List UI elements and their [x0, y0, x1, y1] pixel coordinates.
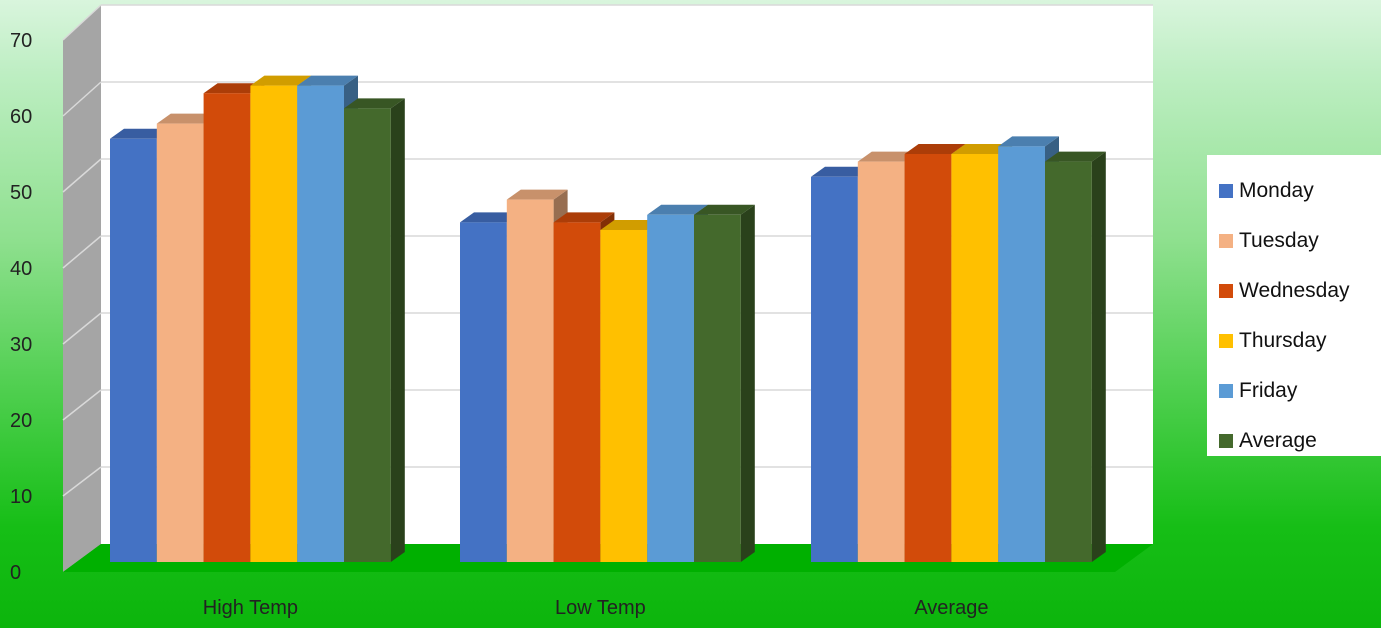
bar-top	[694, 204, 755, 215]
bar-front	[1045, 161, 1092, 562]
bar-front	[694, 214, 741, 563]
bar-front	[344, 108, 391, 563]
legend-swatch	[1219, 284, 1233, 298]
legend-label: Thursday	[1239, 329, 1327, 352]
legend-label: Tuesday	[1239, 229, 1319, 252]
bar-front	[110, 138, 157, 563]
bar-front	[904, 154, 952, 562]
bar-top	[506, 189, 568, 200]
bar-top	[998, 136, 1059, 147]
gridline-side	[62, 466, 102, 497]
bar-front	[951, 154, 999, 562]
bar-top	[344, 98, 405, 109]
bar	[344, 98, 405, 563]
legend-item: Wednesday	[1219, 266, 1381, 316]
bar-front	[250, 85, 298, 562]
gridline-side	[62, 4, 102, 41]
side-wall	[63, 5, 101, 572]
y-tick-label: 30	[10, 334, 32, 356]
bar-top	[1045, 151, 1106, 162]
y-tick-label: 0	[10, 562, 21, 584]
y-tick-label: 50	[10, 182, 32, 204]
bar-top	[110, 128, 171, 139]
gridline-side	[62, 312, 102, 345]
legend-label: Monday	[1239, 179, 1314, 202]
legend-label: Friday	[1239, 379, 1298, 402]
y-axis: 0 10 20 30 40 50 60 70	[10, 30, 32, 584]
legend: Monday Tuesday Wednesday Thursday Friday Aver…	[1207, 155, 1381, 456]
legend-swatch	[1219, 234, 1233, 248]
bar-top	[553, 212, 615, 223]
x-tick-label: Average	[914, 597, 988, 619]
bars	[110, 75, 1106, 563]
bar-front	[553, 222, 601, 562]
bar-top	[857, 151, 919, 162]
bar-top	[647, 204, 708, 215]
bar-top	[811, 166, 872, 177]
bar-front	[203, 93, 251, 562]
bar-top	[250, 75, 312, 86]
legend-swatch	[1219, 384, 1233, 398]
legend-item: Tuesday	[1219, 216, 1381, 266]
x-tick-label: High Temp	[203, 597, 298, 619]
gridline-side	[62, 81, 102, 117]
gridline-side	[62, 158, 102, 193]
gridline-side	[62, 235, 102, 269]
legend-item: Thursday	[1219, 316, 1381, 366]
legend-label: Wednesday	[1239, 279, 1350, 302]
y-tick-label: 10	[10, 486, 32, 508]
bar-front	[156, 123, 204, 562]
bar-front	[460, 222, 507, 562]
bar-side	[390, 98, 405, 563]
bar-front	[600, 230, 648, 562]
y-tick-label: 70	[10, 30, 32, 52]
bar-side	[1091, 151, 1106, 562]
y-tick-label: 60	[10, 106, 32, 128]
bar-side	[740, 204, 755, 563]
bar-top	[203, 83, 265, 94]
legend-item: Average	[1219, 416, 1381, 466]
y-tick-label: 20	[10, 410, 32, 432]
legend-item: Monday	[1219, 166, 1381, 216]
legend-item: Friday	[1219, 366, 1381, 416]
gridline-side	[62, 389, 102, 421]
bar-front	[998, 146, 1045, 562]
legend-label: Average	[1239, 429, 1317, 452]
bar-front	[297, 85, 344, 562]
bar-front	[857, 161, 905, 562]
legend-swatch	[1219, 184, 1233, 198]
bar-front	[811, 176, 858, 563]
bar-front	[647, 214, 694, 563]
bar-top	[156, 113, 218, 124]
legend-swatch	[1219, 334, 1233, 348]
bar-top	[600, 220, 662, 230]
bar	[694, 204, 755, 563]
bar-top	[297, 75, 358, 86]
bar-top	[904, 144, 966, 154]
bar-top	[951, 144, 1013, 154]
x-tick-label: Low Temp	[555, 597, 646, 619]
bar-top	[460, 212, 521, 223]
legend-swatch	[1219, 434, 1233, 448]
bar	[1045, 151, 1106, 562]
bar-front	[506, 199, 554, 562]
y-tick-label: 40	[10, 258, 32, 280]
